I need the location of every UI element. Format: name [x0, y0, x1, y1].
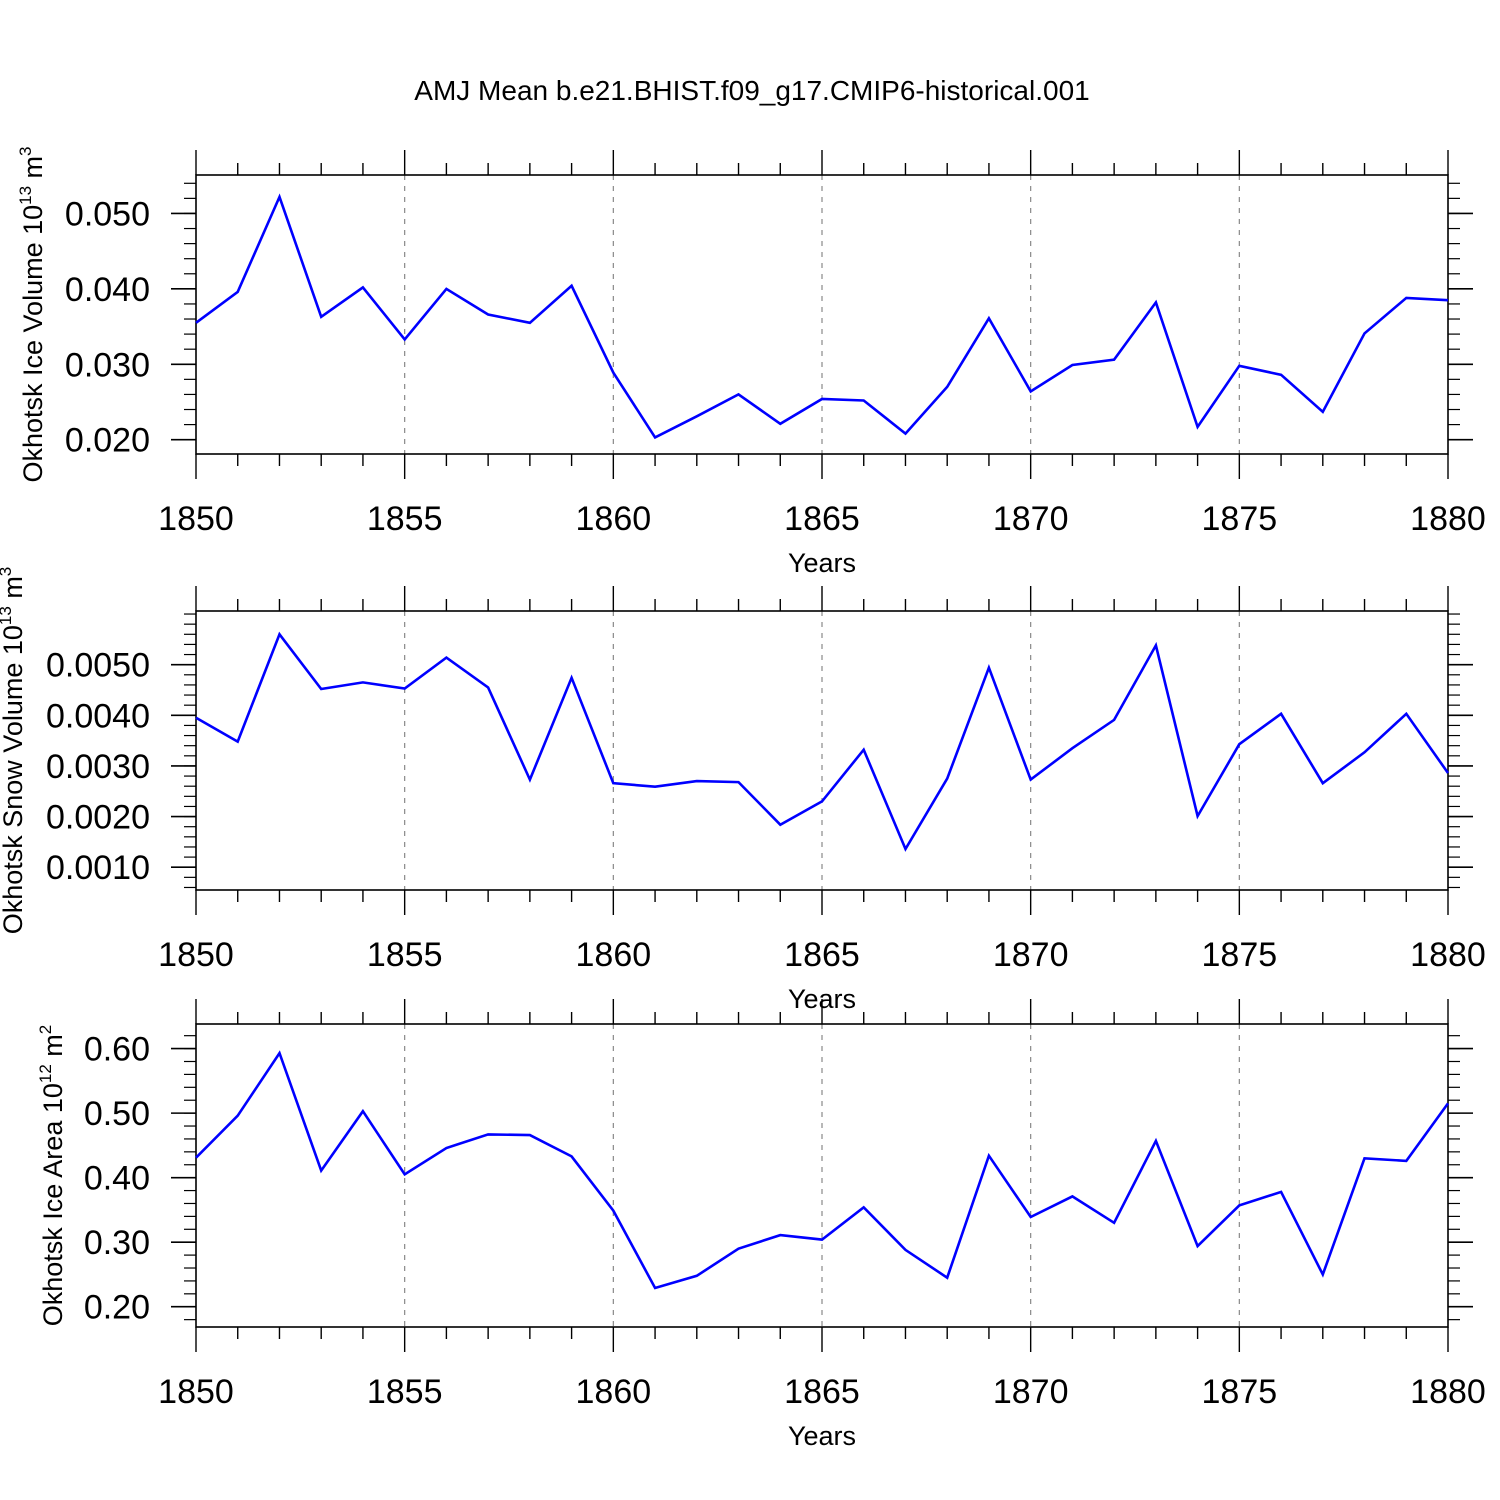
- panel-ice-area: 1850 1855 1860 1865 1870 1875 1880 Years 0.20 0.3…: [36, 999, 1486, 1451]
- x-tick-label: 1880: [1410, 500, 1486, 538]
- x-tick-label: 1855: [367, 500, 443, 538]
- x-tick-label: 1855: [367, 936, 443, 974]
- x-tick-label: 1865: [784, 936, 860, 974]
- x-tick-label: 1870: [993, 500, 1069, 538]
- y-tick-label: 0.20: [84, 1289, 150, 1327]
- x-tick-label: 1870: [993, 1373, 1069, 1411]
- x-tick-label: 1860: [576, 1373, 652, 1411]
- y-axis-label-text: Okhotsk Ice Volume 10: [18, 205, 48, 483]
- y-tick-label: 0.040: [65, 271, 150, 309]
- x-tick-label: 1860: [576, 500, 652, 538]
- y-tick-label: 0.0050: [46, 647, 150, 685]
- y-axis-label: Okhotsk Ice Volume 1013 m3: [16, 146, 48, 482]
- plot-frame: [195, 610, 1449, 891]
- y-tick-label: 0.0020: [46, 799, 150, 837]
- y-axis-label-unit-exponent: 3: [0, 567, 15, 576]
- x-tick-label: 1850: [158, 936, 234, 974]
- x-tick-label: 1850: [158, 500, 234, 538]
- y-axis-label: Okhotsk Ice Area 1012 m2: [36, 1025, 68, 1327]
- y-axis-label-unit-exponent: 3: [16, 146, 35, 155]
- y-axis-label-text: Okhotsk Snow Volume 10: [0, 625, 28, 934]
- y-axis-label-unit: m: [0, 576, 28, 606]
- y-axis-label: Okhotsk Snow Volume 1013 m3: [0, 567, 28, 935]
- x-axis-label: Years: [788, 1421, 856, 1451]
- y-axis-label-unit: m: [18, 156, 48, 186]
- y-tick-label: 0.30: [84, 1224, 150, 1262]
- y-tick-label: 0.60: [84, 1031, 150, 1069]
- y-axis-label-unit: m: [38, 1034, 68, 1064]
- y-axis-label-text: Okhotsk Ice Area 10: [38, 1083, 68, 1326]
- y-tick-label: 0.40: [84, 1160, 150, 1198]
- y-axis-label-exponent: 13: [0, 606, 15, 625]
- y-tick-label: 0.0030: [46, 748, 150, 786]
- x-tick-label: 1865: [784, 1373, 860, 1411]
- y-tick-label: 0.050: [65, 195, 150, 233]
- x-tick-label: 1880: [1410, 1373, 1486, 1411]
- x-tick-label: 1865: [784, 500, 860, 538]
- y-tick-label: 0.0040: [46, 697, 150, 735]
- y-tick-label: 0.0010: [46, 849, 150, 887]
- x-tick-label: 1875: [1202, 936, 1278, 974]
- panel-ice-volume: 1850 1855 1860 1865 1870 1875 1880 Years 0.020 0.…: [16, 146, 1486, 578]
- y-axis-label-unit-exponent: 2: [36, 1025, 55, 1034]
- y-axis-label-exponent: 13: [16, 186, 35, 205]
- x-tick-label: 1880: [1410, 936, 1486, 974]
- y-tick-label: 0.030: [65, 346, 150, 384]
- x-axis-label: Years: [788, 548, 856, 578]
- figure-title: AMJ Mean b.e21.BHIST.f09_g17.CMIP6-histo…: [414, 75, 1089, 106]
- y-tick-label: 0.50: [84, 1095, 150, 1133]
- x-tick-label: 1870: [993, 936, 1069, 974]
- panel-snow-volume: 1850 1855 1860 1865 1870 1875 1880Years0.00100…: [0, 567, 1486, 1014]
- x-tick-label: 1850: [158, 1373, 234, 1411]
- x-tick-label: 1855: [367, 1373, 443, 1411]
- x-tick-label: 1875: [1202, 1373, 1278, 1411]
- x-tick-label: 1860: [576, 936, 652, 974]
- y-axis-label-exponent: 12: [36, 1064, 55, 1083]
- x-tick-label: 1875: [1202, 500, 1278, 538]
- y-tick-label: 0.020: [65, 422, 150, 460]
